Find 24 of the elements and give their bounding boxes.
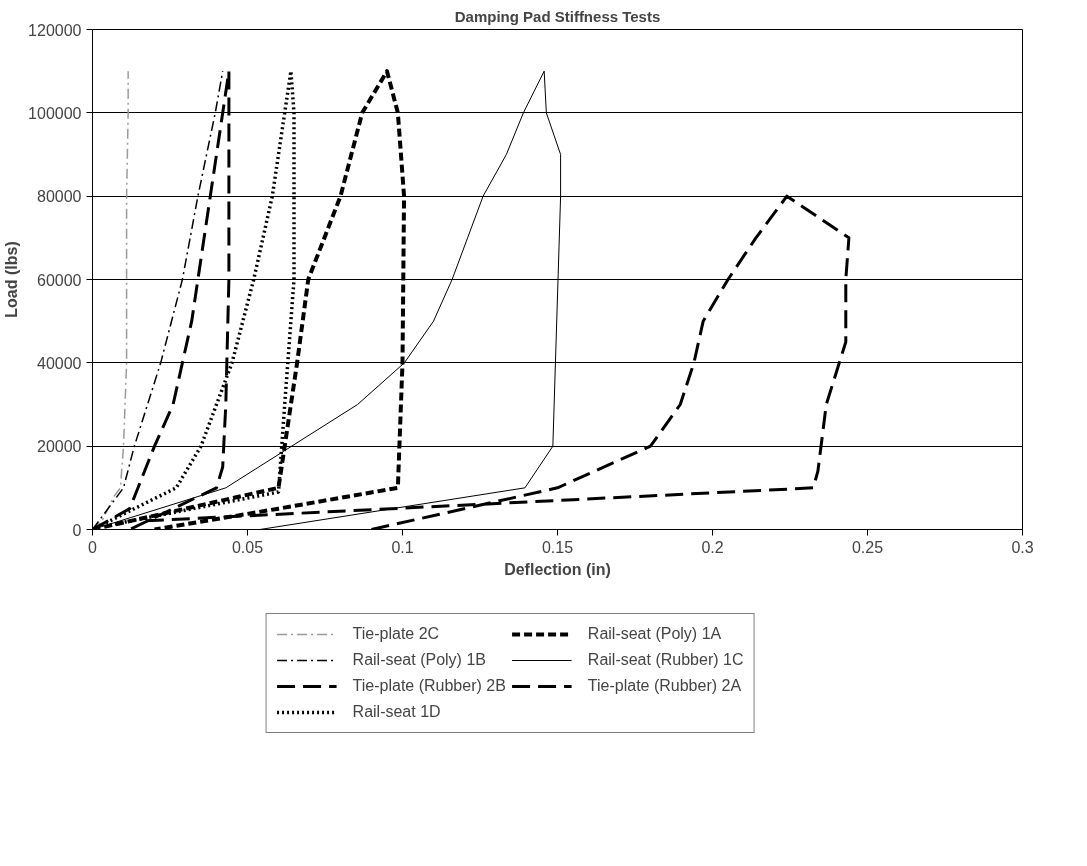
x-tick-label: 0.05 [231,538,264,556]
x-tick-label: 0.15 [541,538,574,556]
legend-label: Rail-seat (Poly) 1A [587,624,722,643]
y-tick-label: 0 [72,521,82,539]
y-tick-label: 60000 [37,271,82,289]
x-tick-label: 0.1 [391,538,414,556]
y-axis-title: Load (lbs) [3,241,21,318]
x-axis-title: Deflection (in) [504,560,611,578]
y-tick-label: 100000 [28,104,82,122]
legend-label: Tie-plate (Rubber) 2A [587,676,742,695]
chart-title: Damping Pad Stiffness Tests [454,7,661,25]
legend-label: Rail-seat (Poly) 1B [352,650,486,669]
y-tick-label: 20000 [37,438,82,456]
y-tick-label: 40000 [37,354,82,372]
x-tick-label: 0.2 [701,538,724,556]
legend-label: Tie-plate (Rubber) 2B [352,676,506,695]
y-tick-label: 120000 [28,21,82,39]
x-tick-label: 0.3 [1011,538,1034,556]
x-tick-label: 0 [88,538,98,556]
legend-label: Rail-seat 1D [352,702,441,721]
legend-label: Tie-plate 2C [352,624,440,643]
y-tick-label: 80000 [37,188,82,206]
x-tick-label: 0.25 [851,538,884,556]
legend-label: Rail-seat (Rubber) 1C [587,650,744,669]
